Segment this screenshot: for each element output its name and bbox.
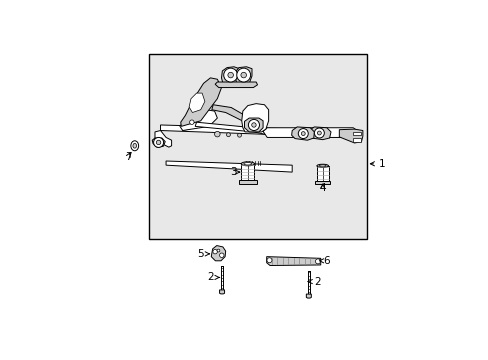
Polygon shape — [155, 131, 171, 147]
Circle shape — [212, 249, 217, 254]
Ellipse shape — [316, 164, 328, 167]
Ellipse shape — [131, 141, 138, 151]
Polygon shape — [266, 257, 320, 266]
Circle shape — [227, 72, 233, 78]
Polygon shape — [211, 105, 268, 132]
Circle shape — [226, 133, 230, 136]
Polygon shape — [241, 104, 268, 132]
Polygon shape — [160, 125, 352, 138]
Ellipse shape — [244, 163, 251, 165]
Bar — [221, 266, 223, 290]
Bar — [241, 164, 254, 180]
Circle shape — [214, 131, 220, 137]
Bar — [307, 270, 309, 294]
Polygon shape — [263, 128, 355, 138]
Polygon shape — [244, 118, 263, 132]
Circle shape — [156, 140, 161, 145]
Circle shape — [315, 259, 320, 264]
Text: 4: 4 — [319, 183, 325, 193]
Circle shape — [241, 72, 246, 78]
Ellipse shape — [241, 162, 254, 166]
Polygon shape — [215, 82, 257, 87]
Circle shape — [298, 129, 307, 139]
Circle shape — [314, 128, 324, 138]
Circle shape — [236, 68, 250, 82]
Text: 2: 2 — [307, 276, 320, 287]
Polygon shape — [235, 67, 251, 84]
Polygon shape — [305, 294, 311, 298]
Circle shape — [248, 120, 259, 131]
Bar — [352, 132, 361, 135]
Polygon shape — [211, 246, 225, 261]
Polygon shape — [183, 76, 239, 131]
Text: 2: 2 — [207, 273, 219, 283]
Polygon shape — [221, 67, 239, 84]
Circle shape — [317, 131, 321, 135]
Circle shape — [224, 68, 237, 82]
Bar — [316, 166, 328, 181]
Bar — [149, 54, 366, 239]
Circle shape — [251, 123, 256, 127]
Bar — [352, 138, 361, 141]
Text: 6: 6 — [319, 256, 329, 266]
Polygon shape — [181, 78, 221, 126]
Text: 3: 3 — [230, 167, 239, 177]
Polygon shape — [195, 122, 267, 135]
Circle shape — [237, 133, 241, 137]
Polygon shape — [219, 290, 224, 294]
Circle shape — [189, 120, 194, 125]
Ellipse shape — [133, 143, 136, 148]
Ellipse shape — [319, 165, 325, 167]
Bar — [314, 181, 330, 184]
Polygon shape — [166, 161, 292, 172]
Bar — [239, 180, 256, 184]
Text: 7: 7 — [124, 152, 131, 162]
Polygon shape — [307, 127, 330, 140]
Polygon shape — [291, 127, 314, 140]
Text: 5: 5 — [197, 249, 209, 259]
Polygon shape — [152, 138, 165, 147]
Circle shape — [219, 253, 224, 257]
Polygon shape — [189, 93, 204, 112]
Circle shape — [301, 132, 305, 135]
Polygon shape — [339, 129, 362, 143]
Circle shape — [266, 258, 271, 263]
Text: 1: 1 — [369, 159, 385, 169]
Circle shape — [217, 249, 220, 252]
Polygon shape — [180, 110, 217, 131]
Circle shape — [153, 138, 163, 148]
